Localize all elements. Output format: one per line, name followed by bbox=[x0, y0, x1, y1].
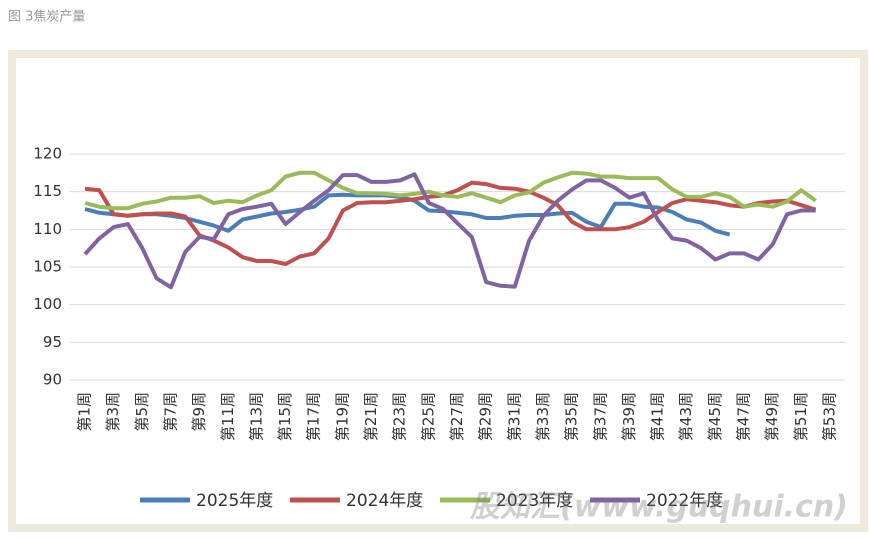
x-tick-label: 第37周 bbox=[591, 392, 609, 441]
chart-frame bbox=[8, 50, 868, 532]
x-tick-label: 第41周 bbox=[649, 392, 667, 441]
x-tick-label: 第5周 bbox=[133, 392, 151, 432]
x-tick-label: 第31周 bbox=[505, 392, 523, 441]
x-tick-label: 第27周 bbox=[448, 392, 466, 441]
y-tick-label: 115 bbox=[33, 182, 62, 200]
x-tick-label: 第15周 bbox=[276, 392, 294, 441]
x-tick-label: 第29周 bbox=[477, 392, 495, 441]
x-tick-label: 第53周 bbox=[821, 392, 839, 441]
x-tick-label: 第11周 bbox=[219, 392, 237, 441]
x-tick-label: 第49周 bbox=[763, 392, 781, 441]
x-tick-label: 第21周 bbox=[362, 392, 380, 441]
x-tick-label: 第9周 bbox=[190, 392, 208, 432]
y-tick-label: 110 bbox=[33, 220, 62, 238]
watermark: 股知汇(www.guqhui.cn) bbox=[469, 490, 848, 525]
x-tick-label: 第13周 bbox=[247, 392, 265, 441]
x-tick-label: 第7周 bbox=[161, 392, 179, 432]
x-tick-label: 第33周 bbox=[534, 392, 552, 441]
x-tick-label: 第23周 bbox=[391, 392, 409, 441]
x-tick-label: 第45周 bbox=[706, 392, 724, 441]
series-line bbox=[84, 170, 817, 211]
legend-label: 2024年度 bbox=[346, 491, 423, 511]
y-tick-label: 100 bbox=[33, 295, 62, 313]
x-tick-label: 第47周 bbox=[735, 392, 753, 441]
x-tick-label: 第39周 bbox=[620, 392, 638, 441]
x-tick-label: 第51周 bbox=[792, 392, 810, 441]
y-tick-label: 105 bbox=[33, 258, 62, 276]
x-tick-label: 第1周 bbox=[76, 392, 94, 432]
x-tick-label: 第19周 bbox=[333, 392, 351, 441]
legend-label: 2022年度 bbox=[646, 491, 723, 511]
series-line bbox=[83, 172, 816, 290]
x-tick-label: 第35周 bbox=[563, 392, 581, 441]
y-tick-label: 95 bbox=[43, 333, 62, 351]
y-tick-label: 90 bbox=[43, 371, 62, 389]
x-tick-label: 第43周 bbox=[677, 392, 695, 441]
chart-title: 图 3焦炭产量 bbox=[8, 10, 85, 25]
y-tick-label: 120 bbox=[33, 145, 62, 163]
x-tick-label: 第17周 bbox=[305, 392, 323, 441]
x-tick-label: 第25周 bbox=[419, 392, 437, 441]
legend-label: 2023年度 bbox=[496, 491, 573, 511]
legend-label: 2025年度 bbox=[196, 491, 273, 511]
x-tick-label: 第3周 bbox=[104, 392, 122, 432]
